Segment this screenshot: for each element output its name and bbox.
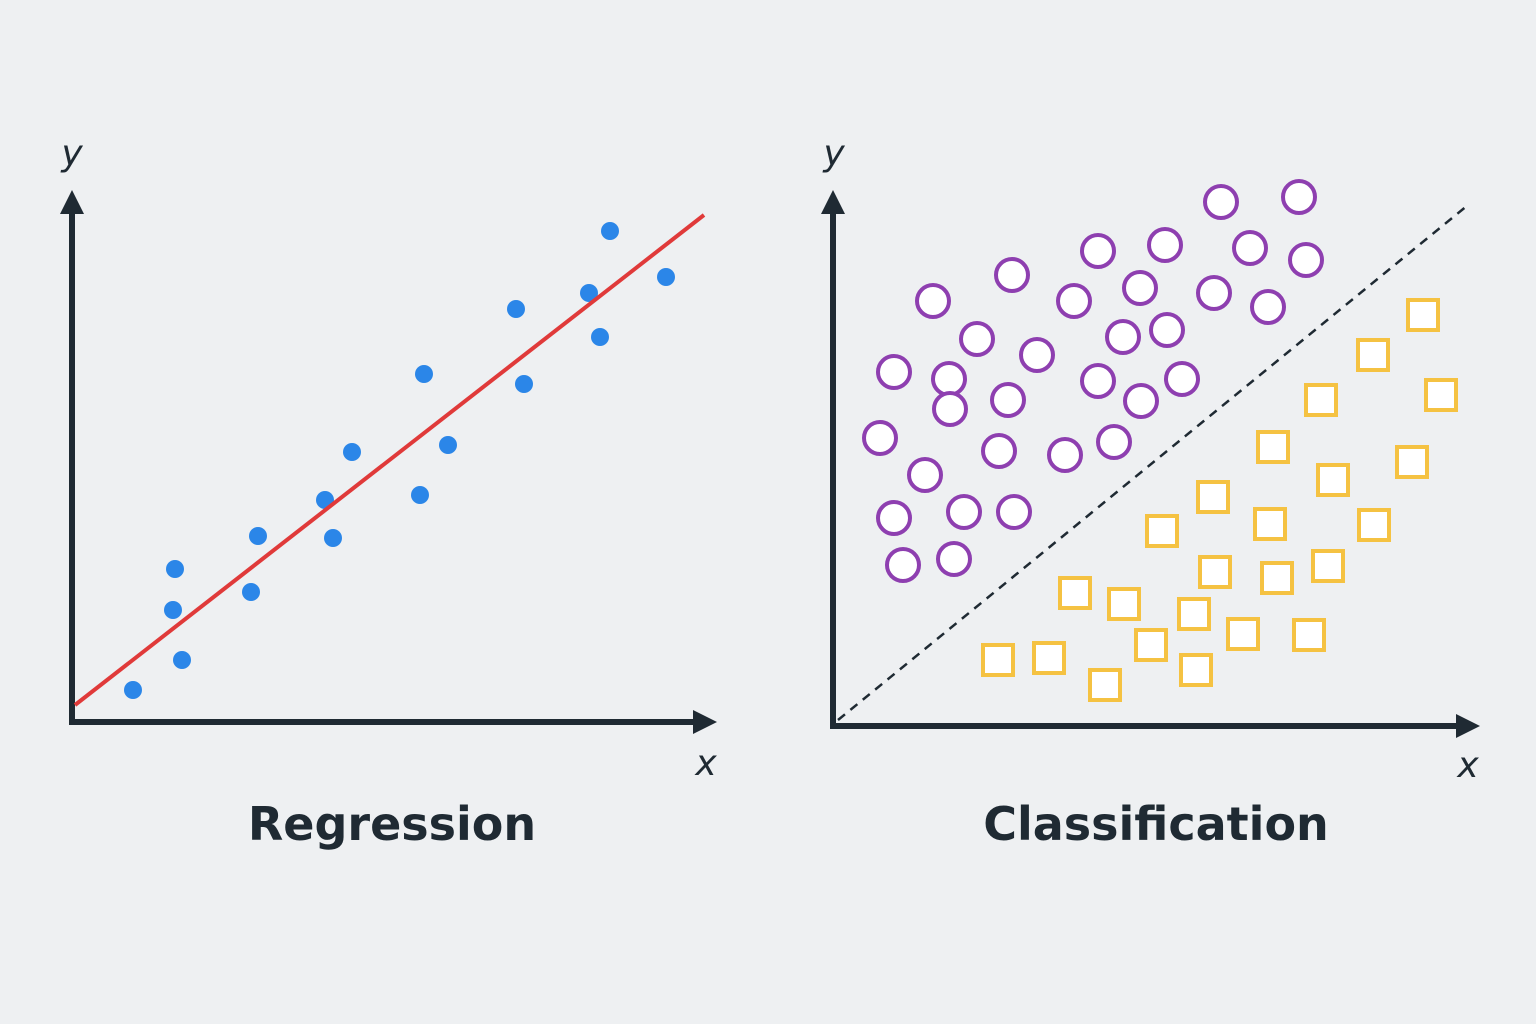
class-a-point (1123, 383, 1159, 419)
class-a-point (996, 494, 1032, 530)
fit-line (73, 213, 706, 707)
class-a-point (1080, 363, 1116, 399)
class-b-point (1311, 549, 1345, 583)
dot (249, 527, 267, 545)
x-label: x (1456, 745, 1479, 786)
panel-title: Classification (983, 797, 1329, 851)
class-a-point (932, 391, 968, 427)
class-b-point (1134, 628, 1168, 662)
class-a-point (876, 354, 912, 390)
class-a-point (1281, 179, 1317, 215)
decision-boundary (837, 204, 1469, 721)
class-b-point (981, 643, 1015, 677)
class-a-point (981, 433, 1017, 469)
class-a-point (936, 541, 972, 577)
class-a-point (915, 283, 951, 319)
class-b-point (1226, 617, 1260, 651)
panel-title: Regression (248, 797, 536, 851)
class-a-point (1147, 227, 1183, 263)
class-b-point (1357, 508, 1391, 542)
class-a-point (1196, 275, 1232, 311)
class-a-point (1232, 230, 1268, 266)
class-a-point (1164, 361, 1200, 397)
y-label: y (60, 133, 83, 174)
dot (324, 529, 342, 547)
dot (601, 222, 619, 240)
dot (657, 268, 675, 286)
dot (591, 328, 609, 346)
regression-panel: y x Regression (60, 133, 717, 851)
dot (173, 651, 191, 669)
classification-panel: y x Classification (821, 133, 1480, 851)
dot (343, 443, 361, 461)
class-b-point (1088, 668, 1122, 702)
dot (515, 375, 533, 393)
class-b-point (1395, 445, 1429, 479)
dot (580, 284, 598, 302)
class-b-point (1260, 561, 1294, 595)
class-a-point (994, 257, 1030, 293)
dot (242, 583, 260, 601)
dot (411, 486, 429, 504)
class-a-point (1149, 312, 1185, 348)
class-b-point (1145, 514, 1179, 548)
class-b-point (1253, 507, 1287, 541)
data-points (862, 179, 1458, 702)
class-b-point (1406, 298, 1440, 332)
class-b-point (1058, 576, 1092, 610)
dot (507, 300, 525, 318)
class-b-point (1292, 618, 1326, 652)
class-a-point (907, 457, 943, 493)
y-label: y (822, 133, 845, 174)
class-a-point (876, 500, 912, 536)
class-a-point (885, 547, 921, 583)
class-b-point (1179, 653, 1213, 687)
class-a-point (1250, 289, 1286, 325)
class-b-point (1356, 338, 1390, 372)
dot (439, 436, 457, 454)
class-a-point (1047, 437, 1083, 473)
class-a-point (1203, 184, 1239, 220)
class-a-point (931, 361, 967, 397)
class-b-point (1107, 587, 1141, 621)
class-a-point (1080, 233, 1116, 269)
class-b-point (1424, 378, 1458, 412)
class-a-point (946, 494, 982, 530)
class-a-point (990, 382, 1026, 418)
dot (166, 560, 184, 578)
class-a-point (1056, 283, 1092, 319)
class-a-point (1122, 270, 1158, 306)
class-a-point (1019, 337, 1055, 373)
class-b-point (1304, 383, 1338, 417)
class-b-point (1177, 597, 1211, 631)
class-b-point (1032, 641, 1066, 675)
class-b-point (1198, 555, 1232, 589)
dot (415, 365, 433, 383)
class-b-point (1196, 480, 1230, 514)
class-a-point (1105, 319, 1141, 355)
class-a-point (1096, 424, 1132, 460)
class-a-point (862, 420, 898, 456)
class-b-point (1256, 430, 1290, 464)
class-b-point (1316, 463, 1350, 497)
data-points (124, 222, 675, 699)
x-label: x (694, 743, 717, 784)
dot (124, 681, 142, 699)
class-a-point (1288, 242, 1324, 278)
dot (164, 601, 182, 619)
class-a-point (959, 321, 995, 357)
